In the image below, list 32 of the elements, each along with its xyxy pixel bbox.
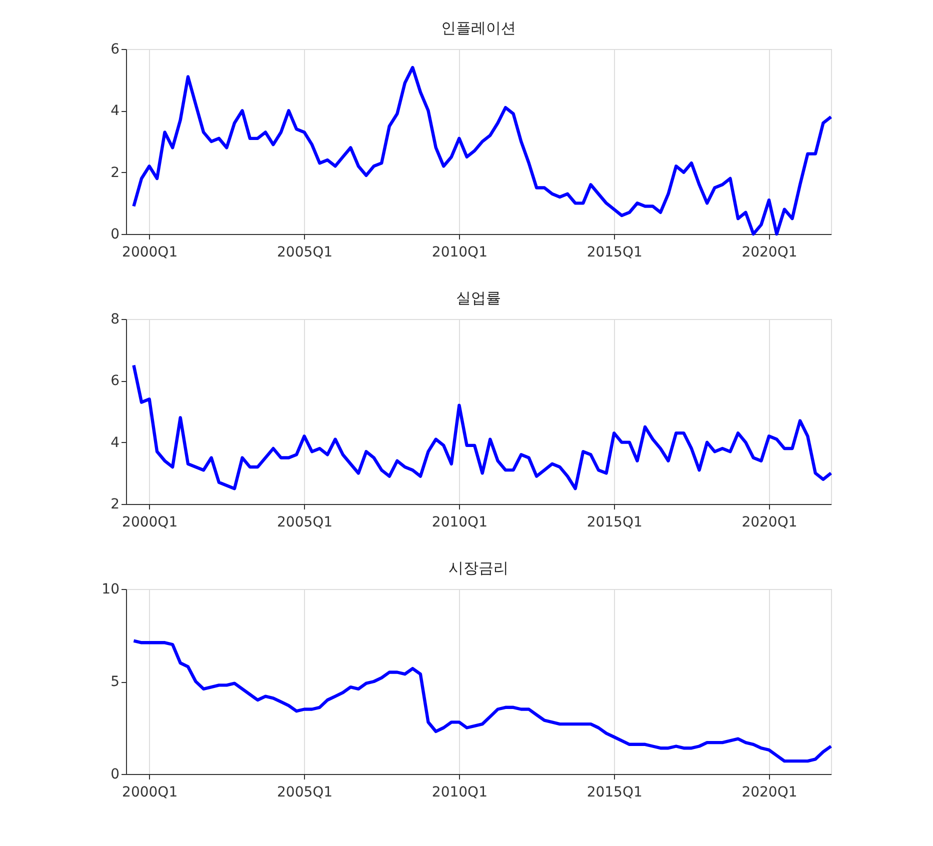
chart-title: 인플레이션 bbox=[441, 19, 516, 37]
y-tick-label: 8 bbox=[110, 312, 120, 328]
line-series bbox=[132, 639, 833, 763]
chart-title: 실업률 bbox=[456, 289, 501, 307]
x-tick-label: 2005Q1 bbox=[277, 784, 333, 800]
x-tick-label: 2010Q1 bbox=[432, 514, 488, 530]
y-tick-label: 0 bbox=[110, 226, 120, 242]
y-tick-label: 6 bbox=[110, 42, 120, 58]
y-tick-label: 4 bbox=[110, 434, 120, 451]
x-tick-label: 2000Q1 bbox=[122, 244, 178, 260]
x-tick-label: 2005Q1 bbox=[277, 244, 333, 260]
y-tick-label: 5 bbox=[110, 674, 120, 690]
y-tick-label: 4 bbox=[110, 103, 120, 120]
x-tick-label: 2010Q1 bbox=[432, 244, 488, 260]
line-series bbox=[132, 66, 833, 236]
x-tick-label: 2020Q1 bbox=[742, 784, 798, 800]
y-tick-label: 2 bbox=[110, 164, 120, 181]
y-tick-label: 10 bbox=[102, 582, 120, 598]
y-tick-label: 0 bbox=[110, 766, 120, 782]
x-tick-label: 2015Q1 bbox=[586, 514, 642, 530]
y-tick-label: 2 bbox=[110, 496, 120, 512]
x-tick-label: 2000Q1 bbox=[122, 514, 178, 530]
x-tick-label: 2010Q1 bbox=[432, 784, 488, 800]
line-series bbox=[132, 364, 833, 490]
x-tick-label: 2005Q1 bbox=[277, 514, 333, 530]
x-tick-label: 2020Q1 bbox=[742, 514, 798, 530]
x-tick-label: 2020Q1 bbox=[742, 244, 798, 260]
x-tick-label: 2015Q1 bbox=[586, 244, 642, 260]
y-tick-label: 6 bbox=[110, 373, 120, 390]
x-tick-label: 2015Q1 bbox=[586, 784, 642, 800]
chart-title: 시장금리 bbox=[448, 559, 508, 577]
x-tick-label: 2000Q1 bbox=[122, 784, 178, 800]
